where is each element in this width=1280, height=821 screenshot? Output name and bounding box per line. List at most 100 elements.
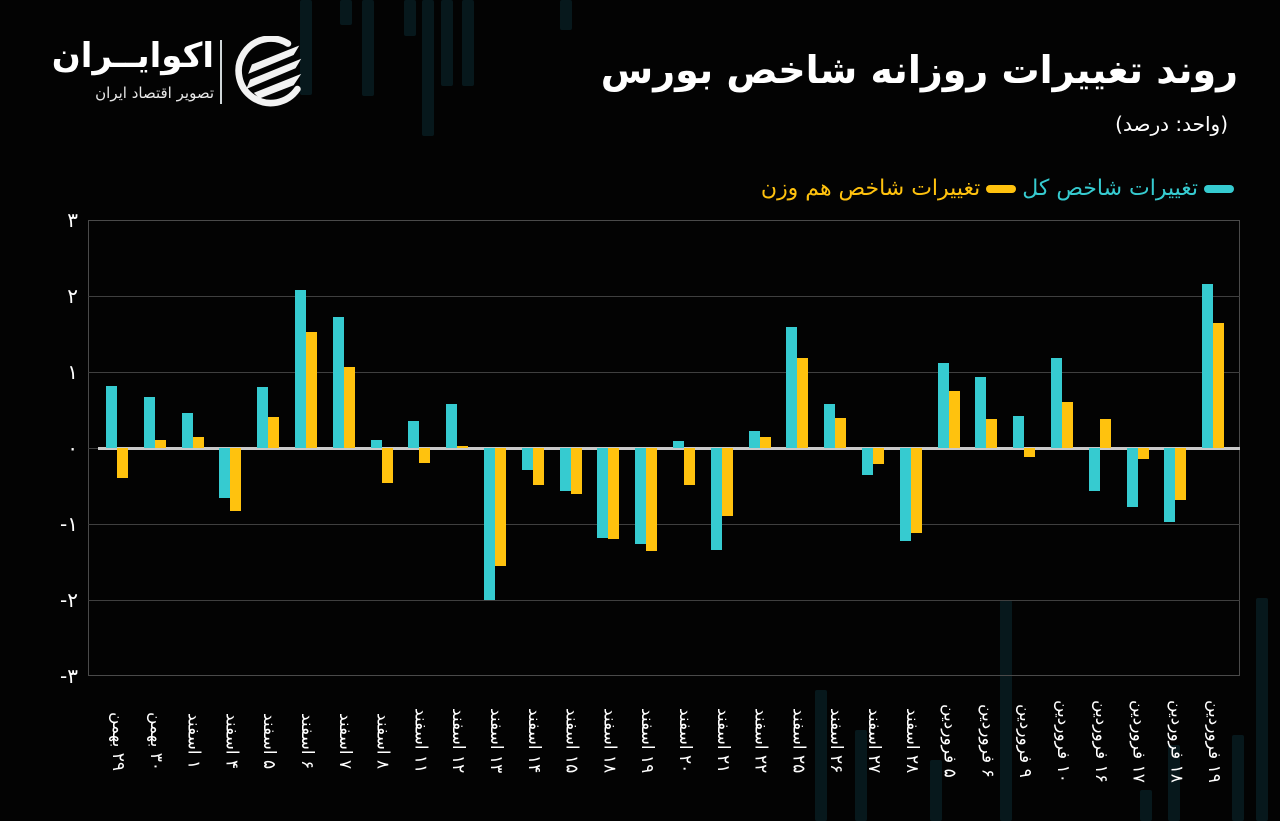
x-tick-label: ۱۸ اسفند [599, 708, 620, 774]
bar-equal-weight-index [419, 448, 431, 464]
bar-total-index [1088, 448, 1100, 491]
x-tick-label: ۲۱ اسفند [712, 708, 733, 774]
x-tick-label: ۲۲ اسفند [750, 708, 771, 774]
bar-total-index [1202, 283, 1214, 448]
legend-swatch-equal [986, 184, 1017, 193]
bar-equal-weight-index [646, 448, 658, 552]
x-tick-label: ۵ فروردین [939, 704, 960, 778]
y-tick-label: ۲ [67, 284, 78, 308]
x-tick-label: ۱۹ فروردین [1204, 699, 1225, 783]
brand-tagline: تصویر اقتصاد ایران [95, 84, 214, 102]
x-tick-label: ۲۷ اسفند [864, 708, 884, 774]
logo-divider [220, 40, 222, 104]
bar-total-index [370, 440, 382, 448]
y-tick-label: ۱ [67, 360, 78, 384]
bar-total-index [710, 448, 722, 550]
x-tick-label: ۱۰ فروردین [1053, 699, 1073, 783]
legend-item-total-index: تغییرات شاخص کل [1022, 176, 1234, 201]
zero-baseline [98, 446, 1240, 450]
brand-swoosh-icon [235, 36, 302, 107]
bar-equal-weight-index [192, 436, 204, 448]
bar-equal-weight-index [230, 448, 242, 512]
x-tick-label: ۱۴ اسفند [523, 708, 544, 774]
bar-equal-weight-index [910, 448, 922, 534]
y-tick-label: -۳ [60, 664, 78, 688]
x-tick-label: ۲۸ اسفند [901, 708, 922, 774]
bar-total-index [219, 448, 231, 499]
bar-total-index [824, 403, 836, 448]
bar-total-index [559, 448, 571, 491]
legend-swatch-total [1204, 184, 1234, 193]
bar-equal-weight-index [117, 448, 128, 479]
bar-equal-weight-index [1062, 401, 1073, 448]
bar-equal-weight-index [986, 419, 998, 448]
x-tick-label: ۱۹ اسفند [637, 708, 658, 774]
gridline [88, 296, 1240, 297]
x-tick-label: ۸ اسفند [372, 712, 393, 770]
bar-equal-weight-index [268, 416, 280, 448]
x-tick-label: ۲۹ بهمن [108, 711, 128, 771]
bar-equal-weight-index [948, 391, 960, 448]
bar-total-index [332, 316, 344, 448]
bar-total-index [862, 448, 873, 476]
x-tick-label: ۱۷ فروردین [1128, 699, 1149, 783]
bar-total-index [106, 385, 117, 448]
bar-total-index [597, 448, 609, 539]
bar-equal-weight-index [343, 367, 355, 448]
legend-item-equal-weight-index: تغییرات شاخص هم وزن [760, 176, 1017, 201]
chart-legend: تغییرات شاخص کل تغییرات شاخص هم وزن [761, 176, 1234, 201]
x-tick-label: ۳۰ بهمن [145, 711, 166, 771]
bar-total-index [143, 397, 155, 448]
x-tick-label: ۶ فروردین [977, 704, 998, 778]
bar-total-index [484, 448, 495, 600]
bar-total-index [295, 289, 306, 448]
x-tick-label: ۱ اسفند [183, 712, 204, 770]
bar-total-index [937, 362, 949, 448]
bar-total-index [899, 448, 911, 542]
bar-total-index [408, 420, 420, 448]
bar-equal-weight-index [873, 448, 884, 464]
bar-equal-weight-index [495, 448, 506, 566]
bar-equal-weight-index [457, 445, 469, 448]
bar-total-index [635, 448, 647, 544]
x-tick-label: ۱۱ اسفند [410, 708, 431, 774]
bar-equal-weight-index [684, 448, 695, 486]
bar-equal-weight-index [1175, 448, 1187, 501]
bar-equal-weight-index [154, 440, 166, 448]
x-tick-label: ۴ اسفند [221, 712, 242, 770]
bar-equal-weight-index [570, 448, 582, 495]
x-tick-label: ۲۵ اسفند [788, 708, 809, 774]
legend-label-equal: تغییرات شاخص هم وزن [760, 176, 981, 201]
bar-total-index [1126, 448, 1138, 508]
x-tick-label: ۱۲ اسفند [448, 708, 469, 774]
bar-total-index [521, 448, 533, 471]
gridline [88, 372, 1240, 373]
x-tick-label: ۱۶ فروردین [1090, 699, 1111, 783]
bar-total-index [257, 387, 269, 448]
bar-equal-weight-index [306, 332, 317, 448]
x-tick-label: ۲۰ اسفند [675, 708, 695, 774]
chart-unit: (واحد: درصد) [1115, 112, 1228, 136]
x-tick-label: ۲۶ اسفند [826, 708, 847, 774]
bar-equal-weight-index [835, 418, 847, 448]
bar-equal-weight-index [381, 448, 393, 483]
y-tick-label: -۲ [60, 588, 78, 612]
x-tick-label: ۷ اسفند [334, 712, 355, 770]
bar-total-index [673, 441, 684, 448]
bar-total-index [1013, 416, 1025, 448]
x-tick-label: ۱۸ فروردین [1166, 699, 1187, 783]
bar-equal-weight-index [608, 448, 620, 540]
bar-total-index [748, 431, 760, 448]
bar-total-index [1051, 358, 1062, 448]
brand-logo: اکوایــران تصویر اقتصاد ایران [50, 34, 310, 110]
bar-total-index [975, 377, 987, 448]
x-tick-label: ۹ فروردین [1015, 704, 1036, 778]
bar-equal-weight-index [759, 436, 771, 448]
gridline [88, 524, 1240, 525]
y-tick-label: ۰ [67, 436, 78, 460]
bar-equal-weight-index [1213, 323, 1225, 448]
bar-total-index [446, 403, 458, 448]
bar-equal-weight-index [1099, 419, 1111, 448]
bar-equal-weight-index [797, 357, 809, 448]
gridline [88, 600, 1240, 601]
